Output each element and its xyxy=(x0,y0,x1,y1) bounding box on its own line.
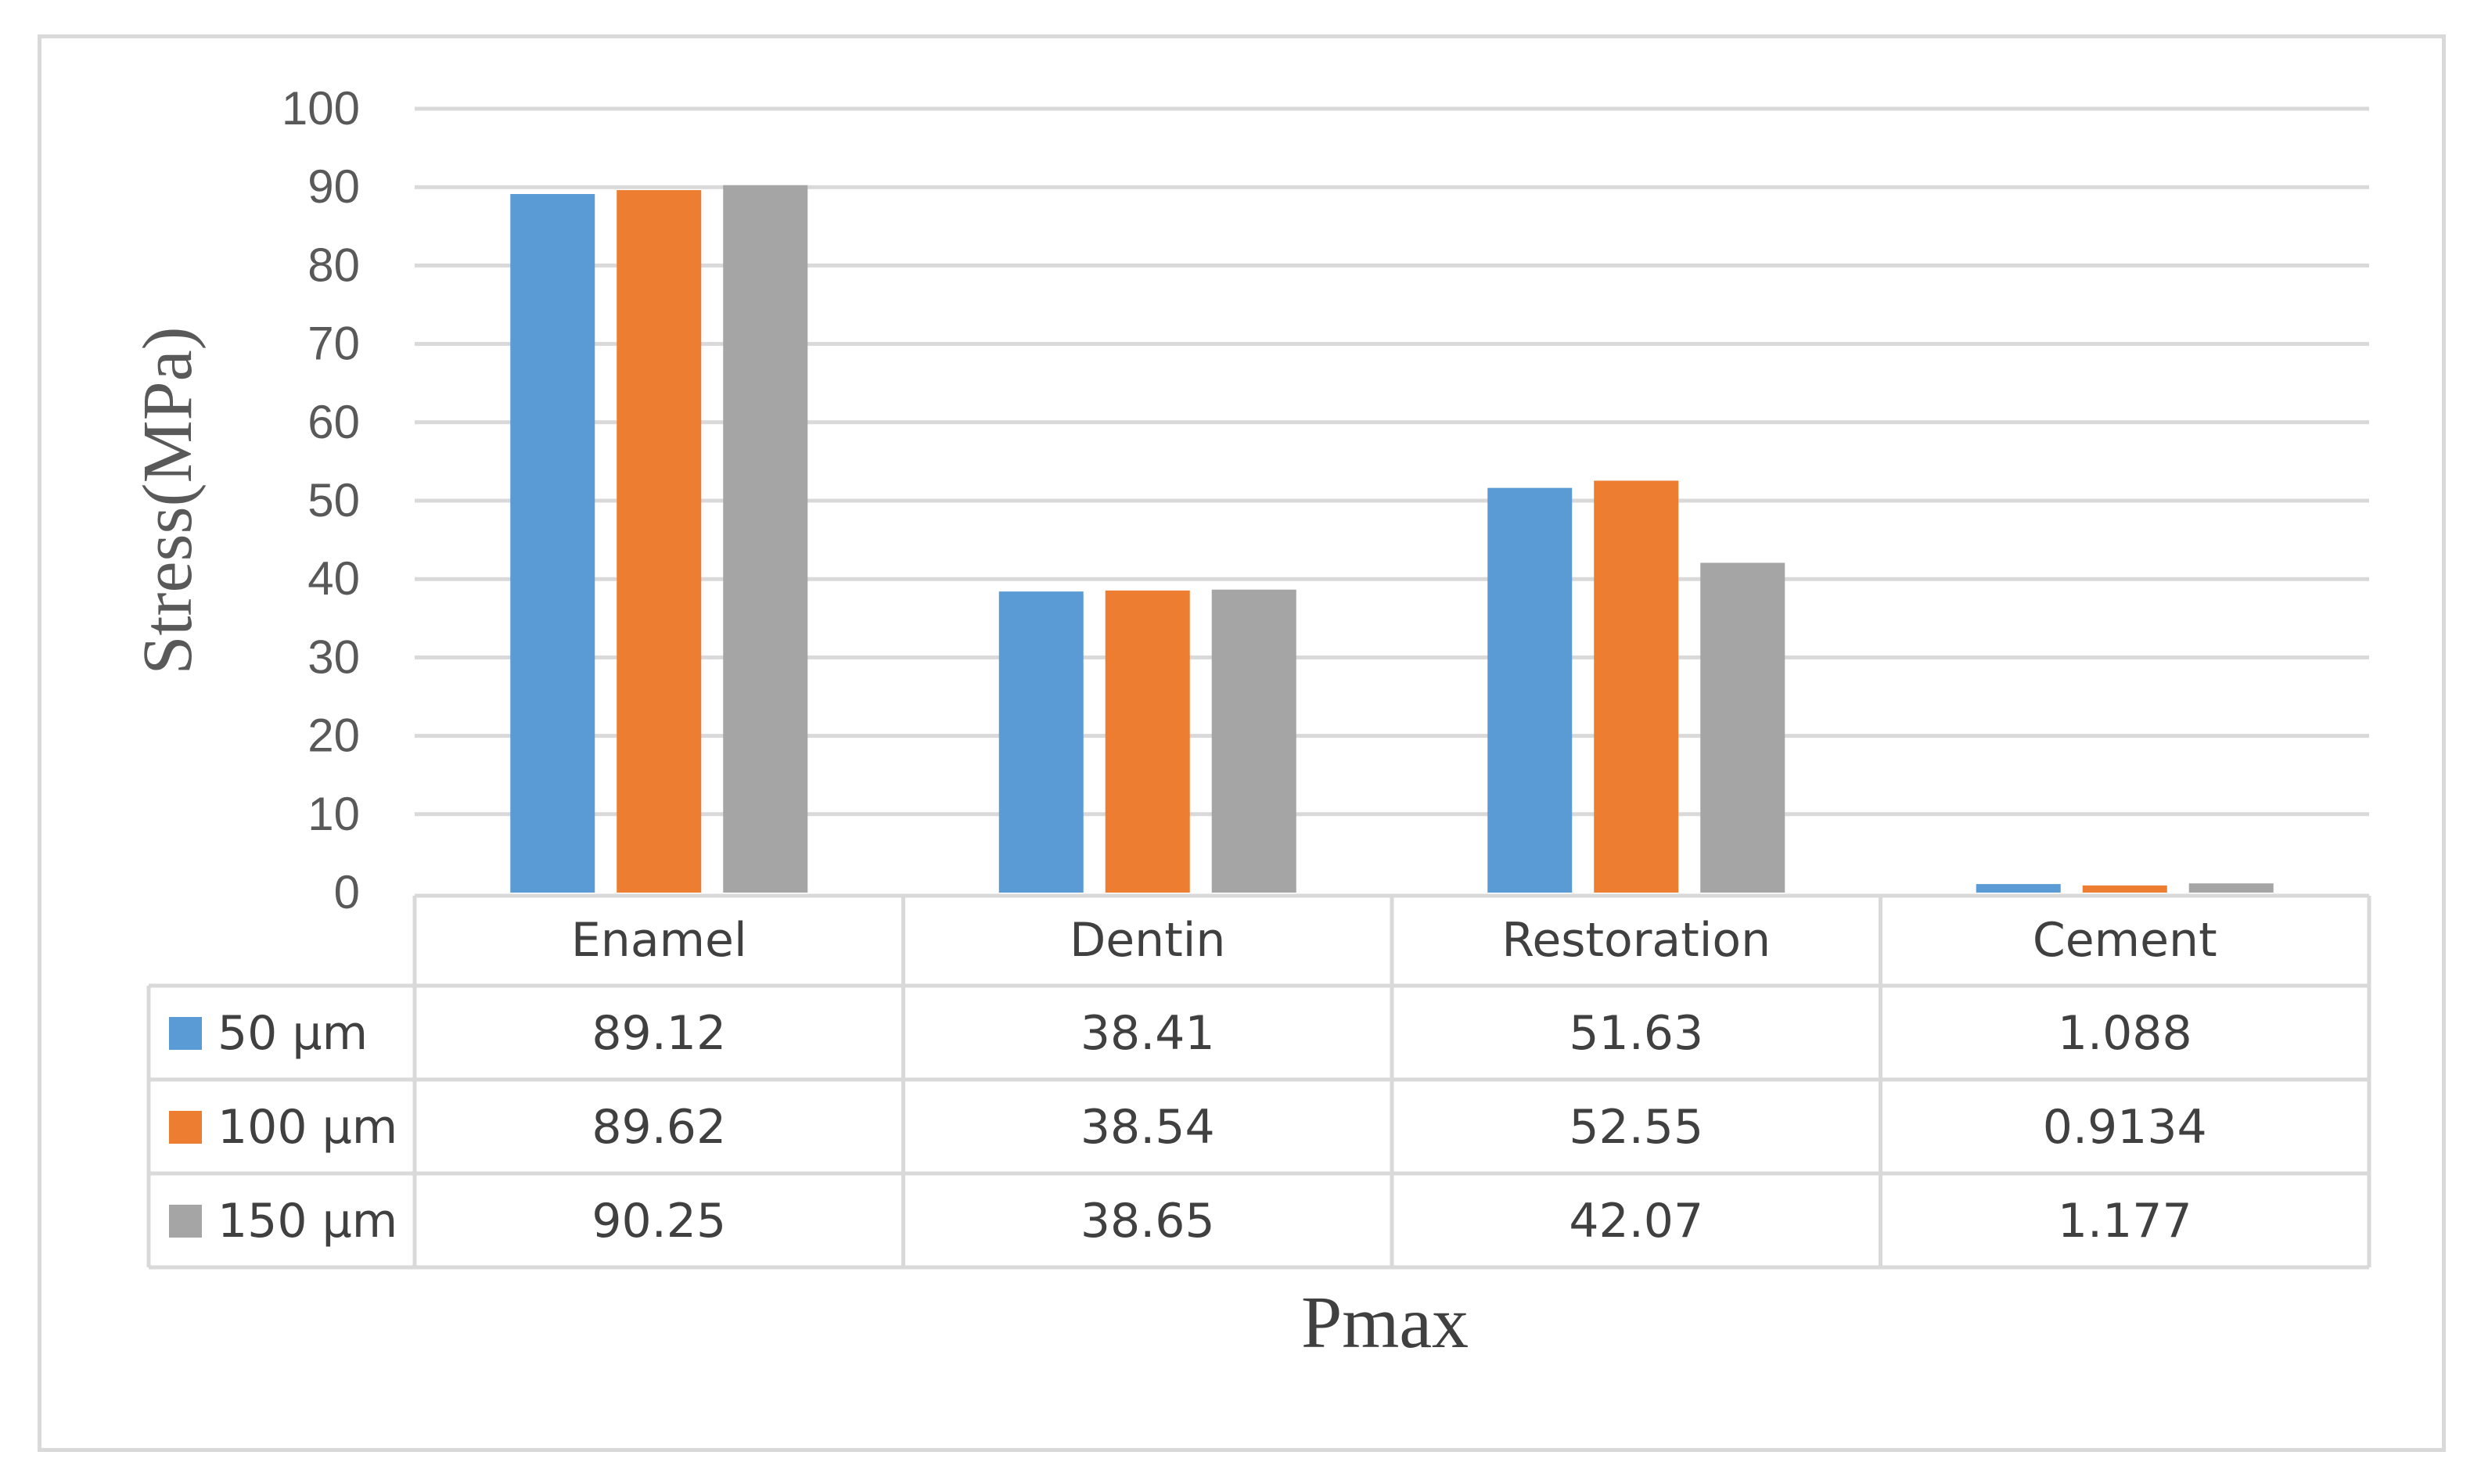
data-cell: 42.07 xyxy=(1569,1194,1703,1249)
data-cell: 1.088 xyxy=(2058,1006,2192,1061)
y-tick-label: 70 xyxy=(307,318,360,370)
y-axis-label: Stress(MPa) xyxy=(129,327,207,675)
bar xyxy=(617,190,702,893)
data-cell: 1.177 xyxy=(2058,1194,2192,1249)
data-cell: 0.9134 xyxy=(2043,1100,2207,1155)
y-axis-ticks: 0 10 20 30 40 50 60 70 80 90 100 xyxy=(282,82,360,918)
bar xyxy=(723,185,808,893)
legend-label: 50 µm xyxy=(218,1006,368,1061)
bar xyxy=(1976,884,2061,893)
data-cell: 89.62 xyxy=(591,1100,726,1155)
y-tick-label: 0 xyxy=(334,866,360,918)
bar xyxy=(2082,885,2167,893)
legend-swatch xyxy=(169,1111,202,1144)
x-category-label: Cement xyxy=(2033,913,2217,968)
x-category-label: Restoration xyxy=(1501,913,1771,968)
y-tick-label: 30 xyxy=(307,631,360,683)
y-tick-label: 50 xyxy=(307,474,360,526)
data-cell: 51.63 xyxy=(1569,1006,1703,1061)
y-tick-label: 10 xyxy=(307,788,360,840)
x-category-label: Dentin xyxy=(1070,913,1225,968)
data-cell: 52.55 xyxy=(1569,1100,1703,1155)
bar xyxy=(1105,590,1190,893)
y-tick-label: 90 xyxy=(307,160,360,213)
bar xyxy=(1211,589,1296,893)
y-tick-label: 60 xyxy=(307,396,360,448)
data-cell: 89.12 xyxy=(591,1006,726,1061)
y-tick-label: 80 xyxy=(307,239,360,291)
bar xyxy=(1594,480,1679,893)
bar xyxy=(2188,883,2274,893)
x-category-label: Enamel xyxy=(571,913,747,968)
x-axis-label: Pmax xyxy=(1301,1282,1469,1364)
data-table: Enamel Dentin Restoration Cement 50 µm 89.12 3… xyxy=(146,893,2371,1270)
bar xyxy=(1487,487,1573,893)
bars xyxy=(510,185,2274,893)
legend-label: 100 µm xyxy=(218,1100,397,1155)
bar xyxy=(510,194,595,893)
legend-swatch xyxy=(169,1205,202,1238)
gridlines xyxy=(415,106,2369,817)
data-cell: 38.65 xyxy=(1080,1194,1215,1249)
bar xyxy=(998,591,1084,893)
data-cell: 38.54 xyxy=(1080,1100,1215,1155)
y-tick-label: 40 xyxy=(307,552,360,605)
legend-label: 150 µm xyxy=(218,1194,397,1249)
data-cell: 90.25 xyxy=(591,1194,726,1249)
data-cell: 38.41 xyxy=(1080,1006,1215,1061)
bar xyxy=(1700,562,1785,893)
y-tick-label: 100 xyxy=(282,82,360,135)
y-tick-label: 20 xyxy=(307,710,360,762)
legend-swatch xyxy=(169,1017,202,1050)
